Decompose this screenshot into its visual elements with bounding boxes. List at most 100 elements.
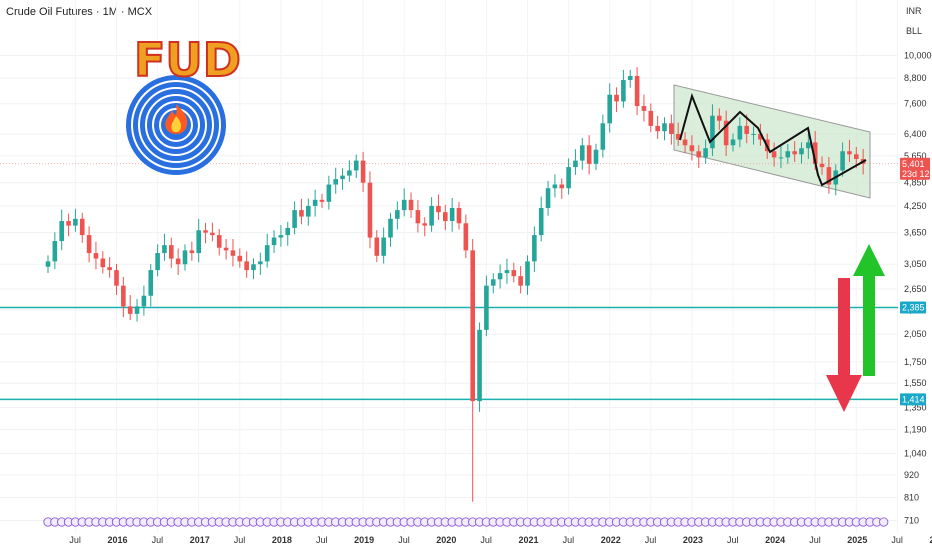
candle [429, 197, 434, 232]
candle [819, 156, 825, 175]
candle [395, 201, 400, 230]
candle [299, 198, 304, 225]
time-tick-label: 2024 [765, 535, 785, 545]
time-axis[interactable]: Jul 2016 Jul 2017 Jul 2018 Jul 2019 Jul 2020 Jul 20… [69, 535, 932, 545]
event-marker-icon[interactable] [879, 517, 889, 527]
level-tag: 2,385 [900, 301, 926, 314]
candle [175, 248, 181, 275]
candle [730, 133, 736, 152]
descending-channel [673, 84, 871, 199]
time-tick-label: 2017 [190, 535, 210, 545]
price-tick-label: 10,000 [904, 50, 932, 60]
candle [162, 233, 167, 261]
fud-logo-text: FUD [134, 33, 241, 87]
time-tick-label: 2023 [683, 535, 703, 545]
candle [107, 257, 112, 278]
price-tick-label: 810 [904, 492, 919, 502]
candle [840, 142, 845, 177]
candle [771, 142, 777, 167]
price-axis[interactable]: 10,000 8,800 7,600 6,400 5,650 4,850 4,250 3,65… [904, 50, 932, 525]
price-tick-label: 1,350 [904, 403, 927, 413]
candle [593, 143, 599, 171]
candle [737, 117, 743, 148]
candle [422, 217, 428, 237]
time-tick-label: 2019 [354, 535, 374, 545]
price-tick-label: 8,800 [904, 73, 927, 83]
candle [580, 137, 585, 170]
time-tick-label: Jul [480, 535, 492, 545]
currency-label: INR [906, 6, 922, 16]
candle [778, 146, 784, 169]
candle [155, 244, 160, 277]
candle [847, 139, 852, 163]
candle [826, 157, 832, 194]
candle [59, 209, 64, 251]
fire-icon [165, 104, 188, 134]
time-tick-label: 2018 [272, 535, 292, 545]
candle [244, 251, 249, 278]
candle [45, 255, 51, 274]
down-arrow-icon [826, 278, 862, 412]
candle [470, 238, 475, 502]
candle [600, 114, 606, 158]
candle [436, 194, 441, 220]
price-tick-label: 1,040 [904, 448, 927, 458]
candle [326, 175, 332, 210]
candle [127, 294, 133, 321]
candle [148, 264, 154, 307]
candle [196, 218, 201, 263]
candle [449, 197, 455, 232]
candle [264, 233, 270, 268]
candle [614, 87, 619, 113]
unit-label: BLL [906, 26, 922, 36]
grid-lines [0, 0, 898, 533]
event-markers[interactable] [43, 517, 889, 527]
candle [141, 285, 147, 316]
time-tick-label: 2025 [847, 535, 867, 545]
candle [367, 171, 373, 249]
candle [86, 226, 92, 263]
candle [662, 117, 667, 141]
candle [696, 145, 702, 169]
candle [532, 226, 537, 273]
candle [401, 188, 407, 217]
candle [689, 135, 695, 161]
price-tick-label: 4,850 [904, 178, 927, 188]
candle [545, 180, 551, 216]
time-tick-label: Jul [398, 535, 410, 545]
time-tick-label: 2026 [930, 535, 932, 545]
level-tag: 1,414 [900, 393, 926, 406]
candle [518, 266, 523, 294]
candle [806, 133, 811, 159]
candle [285, 221, 291, 246]
candle [573, 149, 578, 175]
candle [641, 94, 647, 122]
candle [388, 212, 393, 247]
price-tick-label: 920 [904, 470, 919, 480]
candle [415, 200, 421, 233]
candle [134, 298, 140, 322]
candle [621, 69, 626, 108]
candle [408, 192, 414, 218]
candle [566, 158, 571, 195]
time-tick-label: 2022 [601, 535, 621, 545]
svg-text:1,414: 1,414 [902, 394, 925, 404]
candle [552, 174, 558, 198]
candle [353, 154, 359, 179]
candle [230, 238, 236, 267]
candle [312, 189, 318, 217]
candle [100, 251, 106, 274]
price-tick-label: 5,650 [904, 151, 927, 161]
price-tick-label: 4,250 [904, 201, 927, 211]
candle [675, 122, 681, 146]
candle [484, 275, 489, 337]
fud-logo: FUD [126, 32, 242, 175]
candle [627, 69, 633, 88]
candle [682, 132, 688, 154]
time-tick-label: 2020 [436, 535, 456, 545]
candle [114, 264, 119, 295]
candle [717, 108, 722, 130]
